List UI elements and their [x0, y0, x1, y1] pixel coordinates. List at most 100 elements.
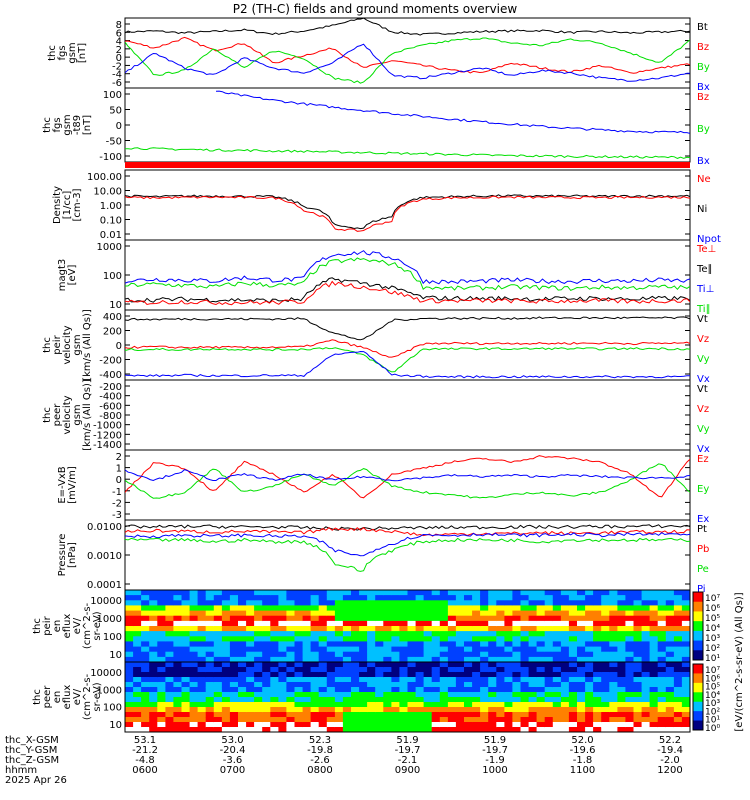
spectrogram-cell: [593, 702, 602, 708]
spectrogram-cell: [270, 712, 279, 718]
spectrogram-cell: [367, 677, 376, 683]
spectrogram-cell: [221, 727, 231, 733]
spectrogram-cell: [560, 610, 570, 617]
spectrogram-cell: [189, 620, 199, 627]
spectrogram-cell: [504, 682, 513, 688]
spectrogram-cell: [673, 672, 683, 678]
spectrogram-cell: [609, 651, 618, 658]
spectrogram-cell: [125, 595, 134, 601]
legend-entry: Ne: [697, 174, 711, 185]
spectrogram-cell: [585, 631, 594, 637]
spectrogram-cell: [125, 692, 134, 698]
spectrogram-cell: [488, 687, 497, 693]
spectrogram-cell: [423, 636, 433, 642]
spectrogram-cell: [165, 626, 174, 632]
spectrogram-cell: [633, 600, 643, 606]
spectrogram-cell: [447, 631, 457, 637]
series-line-peir-velocity-1: [125, 339, 690, 358]
spectrogram-cell: [246, 590, 255, 596]
spectrogram-cell: [375, 687, 384, 693]
spectrogram-cell: [593, 605, 602, 611]
spectrogram-cell: [286, 712, 295, 718]
spectrogram-cell: [189, 626, 199, 632]
spectrogram-cell: [496, 667, 505, 673]
spectrogram-cell: [568, 722, 578, 728]
spectrogram-cell: [560, 620, 570, 627]
ytick-label: 100: [103, 632, 122, 643]
spectrogram-cell: [221, 595, 231, 601]
spectrogram-cell: [383, 651, 392, 658]
spectrogram-cell: [528, 682, 538, 688]
spectrogram-cell: [577, 631, 586, 637]
spectrogram-cell: [149, 712, 158, 718]
spectrogram-cell: [577, 636, 586, 642]
spectrogram-cell: [657, 595, 667, 601]
spectrogram-cell: [351, 667, 360, 673]
series-line-pressure-3: [125, 537, 690, 572]
spectrogram-cell: [528, 651, 538, 658]
spectrogram-cell: [326, 672, 336, 678]
spectrogram-cell: [133, 697, 142, 703]
spectrogram-cell: [528, 610, 538, 617]
spectrogram-cell: [221, 590, 231, 596]
spectrogram-cell: [229, 672, 239, 678]
spectrogram-cell: [133, 590, 142, 596]
spectrogram-cell: [488, 692, 497, 698]
series-line-e-field-2: [125, 469, 690, 482]
spectrogram-cell: [593, 727, 602, 733]
spectrogram-cell: [673, 707, 683, 713]
spectrogram-cell: [577, 717, 586, 723]
spectrogram-cell: [407, 620, 417, 627]
spectrogram-cell: [205, 722, 215, 728]
spectrogram-cell: [464, 595, 473, 601]
spectrogram-cell: [665, 707, 675, 713]
spectrogram-cell: [254, 702, 263, 708]
spectrogram-cell: [496, 702, 505, 708]
spectrogram-cell: [665, 615, 675, 622]
spectrogram-cell: [593, 722, 602, 728]
spectrogram-cell: [246, 595, 255, 601]
spectrogram-cell: [125, 651, 134, 658]
spectrogram-cell: [593, 712, 602, 718]
spectrogram-cell: [157, 722, 166, 728]
spectrogram-cell: [157, 595, 166, 601]
spectrogram-cell: [415, 722, 425, 728]
spectrogram-cell: [560, 727, 570, 733]
spectrogram-cell: [262, 682, 271, 688]
spectrogram-cell: [359, 626, 368, 632]
spectrogram-cell: [367, 682, 376, 688]
ylabel-line: eflux: [62, 685, 73, 710]
spectrogram-cell: [431, 667, 441, 673]
spectrogram-cell: [641, 692, 651, 698]
spectrogram-cell: [342, 687, 352, 693]
spectrogram-cell: [246, 677, 255, 683]
spectrogram-cell: [431, 722, 441, 728]
spectrogram-cell: [472, 646, 481, 653]
spectrogram-cell: [302, 656, 312, 663]
spectrogram-cell: [609, 727, 618, 733]
spectrogram-cell: [431, 727, 441, 733]
spectrogram-cell: [423, 595, 433, 601]
spectrogram-cell: [544, 626, 554, 632]
spectrogram-cell: [318, 641, 328, 647]
spectrogram-cell: [577, 605, 586, 611]
spectrogram-cell: [205, 636, 215, 642]
spectrogram-cell: [383, 697, 392, 703]
series-line-fgs-t89-0: [215, 90, 690, 134]
spectrogram-cell: [125, 717, 134, 723]
spectrogram-cell: [294, 631, 304, 637]
spectrogram-cell: [657, 667, 667, 673]
spectrogram-cell: [173, 651, 182, 658]
spectrogram-cell: [165, 697, 174, 703]
spectrogram-cell: [149, 651, 158, 658]
spectrogram-cell: [472, 677, 481, 683]
spectrogram-cell: [625, 610, 634, 617]
legend-entry: Te⊥: [696, 244, 716, 255]
ytick-label: -50: [106, 137, 122, 148]
spectrogram-cell: [439, 727, 449, 733]
ytick-label: 10000: [90, 668, 122, 679]
spectrogram-cell: [625, 631, 634, 637]
spectrogram-cell: [326, 656, 336, 663]
spectrogram-cell: [455, 656, 465, 663]
spectrogram-cell: [278, 667, 287, 673]
